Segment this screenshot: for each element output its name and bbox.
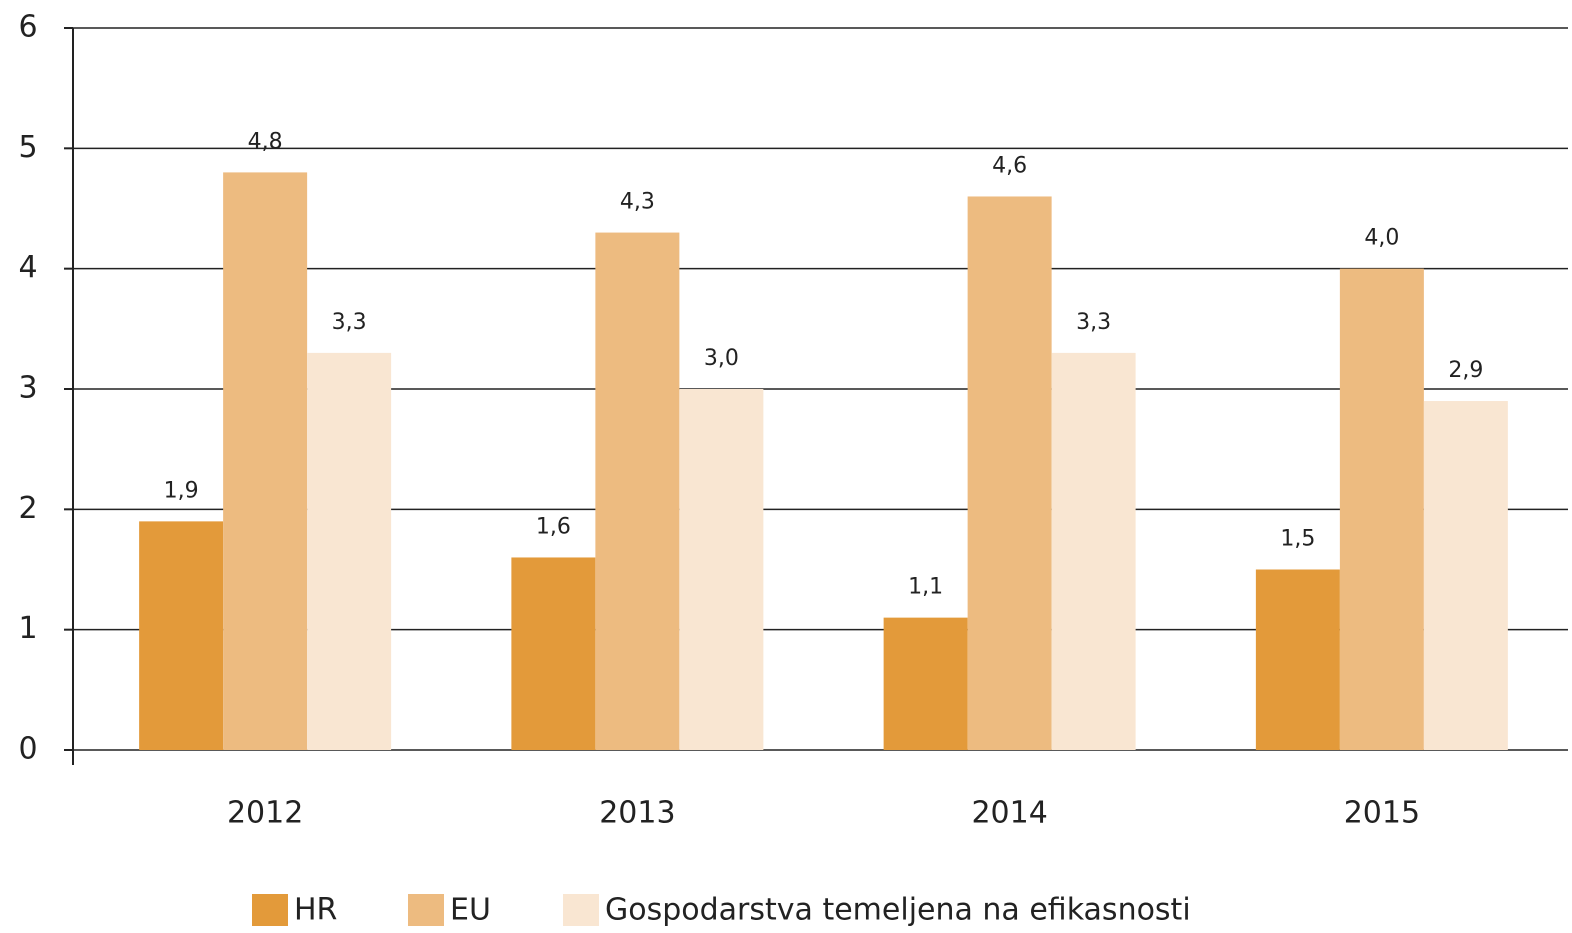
bar	[883, 617, 968, 750]
x-tick-label: 2015	[1344, 796, 1420, 831]
bar	[1339, 268, 1424, 750]
legend-label: HR	[294, 893, 337, 928]
bar	[967, 196, 1052, 750]
value-label: 1,9	[164, 478, 199, 503]
y-tick-label: 4	[18, 250, 37, 285]
bar	[1423, 401, 1508, 750]
bar	[307, 352, 392, 750]
y-tick-label: 6	[18, 10, 37, 45]
bar	[511, 557, 596, 750]
value-label: 4,0	[1364, 226, 1399, 251]
value-label: 1,5	[1280, 527, 1315, 552]
bar	[223, 172, 308, 750]
value-label: 2,9	[1448, 358, 1483, 383]
bar	[139, 521, 224, 750]
x-tick-label: 2013	[599, 796, 675, 831]
bar	[1051, 352, 1136, 750]
legend-label: Gospodarstva temeljena na efikasnosti	[605, 893, 1191, 928]
legend-swatch	[252, 894, 288, 926]
value-label: 3,3	[1076, 310, 1111, 335]
legend-label: EU	[450, 893, 491, 928]
value-label: 4,3	[620, 190, 655, 215]
value-label: 1,6	[536, 514, 571, 539]
bar	[679, 389, 764, 750]
value-label: 1,1	[908, 575, 943, 600]
y-tick-label: 5	[18, 130, 37, 165]
bar	[1255, 569, 1340, 750]
bar	[595, 232, 680, 751]
x-tick-label: 2012	[227, 796, 303, 831]
value-label: 4,8	[248, 129, 283, 154]
value-label: 4,6	[992, 153, 1027, 178]
y-tick-label: 3	[18, 371, 37, 406]
legend-swatch	[563, 894, 599, 926]
legend-swatch	[408, 894, 444, 926]
y-tick-label: 2	[18, 491, 37, 526]
y-tick-label: 0	[18, 732, 37, 767]
y-tick-label: 1	[18, 611, 37, 646]
x-tick-label: 2014	[971, 796, 1047, 831]
value-label: 3,3	[332, 310, 367, 335]
value-label: 3,0	[704, 346, 739, 371]
